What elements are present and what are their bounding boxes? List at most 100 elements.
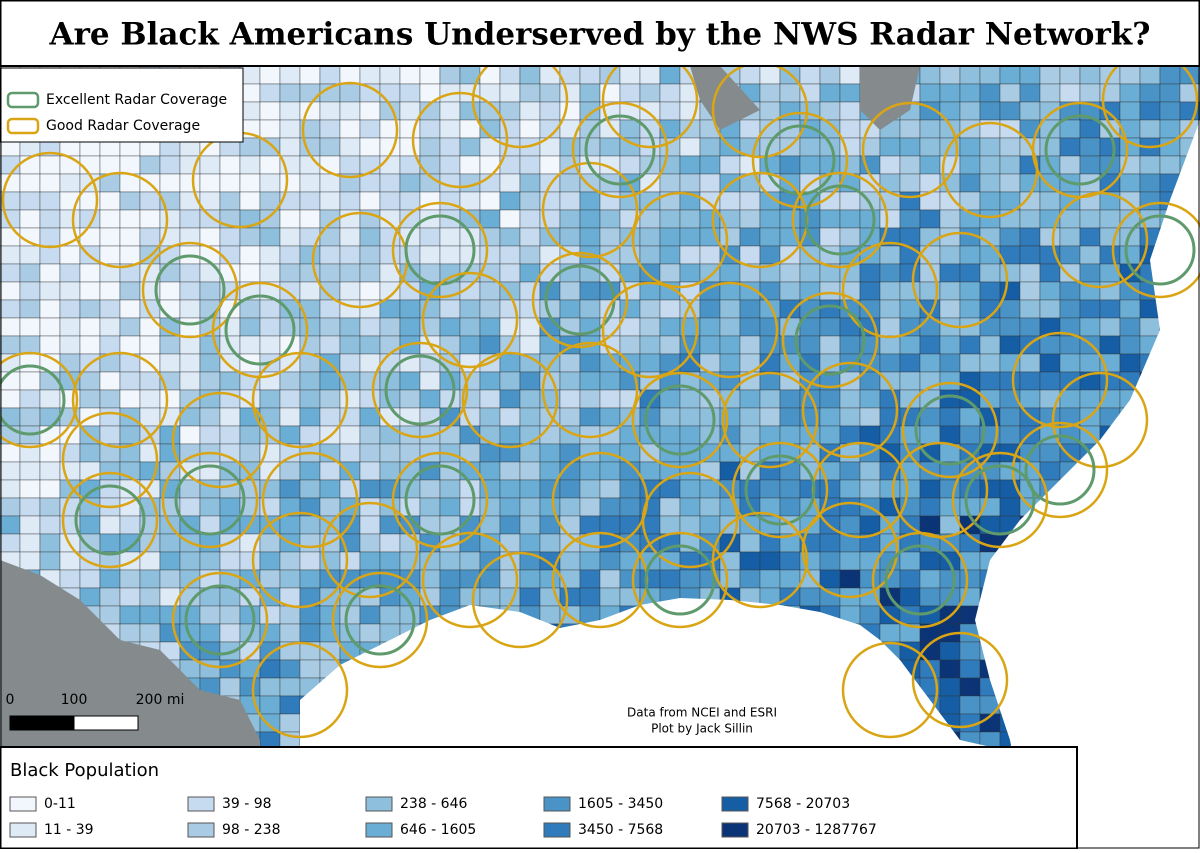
county [39,155,61,175]
county [1119,299,1141,319]
county [579,299,601,319]
county [19,353,41,373]
county [339,281,361,301]
county [879,317,901,337]
county [819,317,841,337]
county [159,551,181,571]
county [979,173,1001,193]
good-coverage [421,531,519,629]
county [1059,371,1081,391]
county [539,245,561,265]
county [79,299,101,319]
county [899,155,921,175]
county [359,173,381,193]
county [299,407,321,427]
county [639,317,661,337]
county [1039,353,1061,373]
scale-label: 100 [61,692,88,708]
county [1139,83,1161,103]
county [879,623,901,643]
county [1119,191,1141,211]
county [499,497,521,517]
county [499,479,521,499]
county [959,137,981,157]
county [959,119,981,139]
county [279,137,301,157]
county [19,263,41,283]
county [639,335,661,355]
good-coverage [861,101,959,199]
county [999,407,1021,427]
county [299,317,321,337]
county [159,335,181,355]
county [919,137,941,157]
county [899,209,921,229]
county [379,551,401,571]
county [519,479,541,499]
county [519,587,541,607]
county [499,371,521,391]
county [859,389,881,409]
county [499,209,521,229]
county [279,119,301,139]
county [19,173,41,193]
county [959,173,981,193]
county [639,227,661,247]
county [219,173,241,193]
county [79,443,101,463]
county [0,317,21,337]
county [139,335,161,355]
good-coverage [421,271,519,369]
county [819,83,841,103]
county [499,533,521,553]
county [99,155,121,175]
county [199,425,221,445]
county [639,263,661,283]
county [279,713,301,733]
county [359,335,381,355]
county [179,299,201,319]
county [159,605,181,625]
county [39,173,61,193]
county [1019,209,1041,229]
county [39,407,61,427]
county [479,299,501,319]
excellent-coverage [184,584,256,656]
county [639,569,661,589]
county [339,83,361,103]
county [1099,245,1121,265]
county [439,335,461,355]
county [299,479,321,499]
county [759,425,781,445]
title-box [0,0,1200,67]
county [899,551,921,571]
county [699,515,721,535]
county [479,407,501,427]
county [19,299,41,319]
county [599,587,621,607]
county [899,299,921,319]
good-coverage [391,451,489,549]
legend-label: 238 - 646 [400,796,467,812]
legend-swatch [6,91,40,109]
county [0,281,21,301]
county [419,119,441,139]
county [619,479,641,499]
county [119,389,141,409]
county [739,317,761,337]
county [39,227,61,247]
county [499,65,521,85]
county [499,263,521,283]
county [199,623,221,643]
county [199,533,221,553]
county [399,137,421,157]
county [99,407,121,427]
good-coverage [1,151,99,249]
county [799,479,821,499]
county [1119,83,1141,103]
county [779,497,801,517]
county [659,515,681,535]
county [279,173,301,193]
county [519,83,541,103]
county [179,209,201,229]
